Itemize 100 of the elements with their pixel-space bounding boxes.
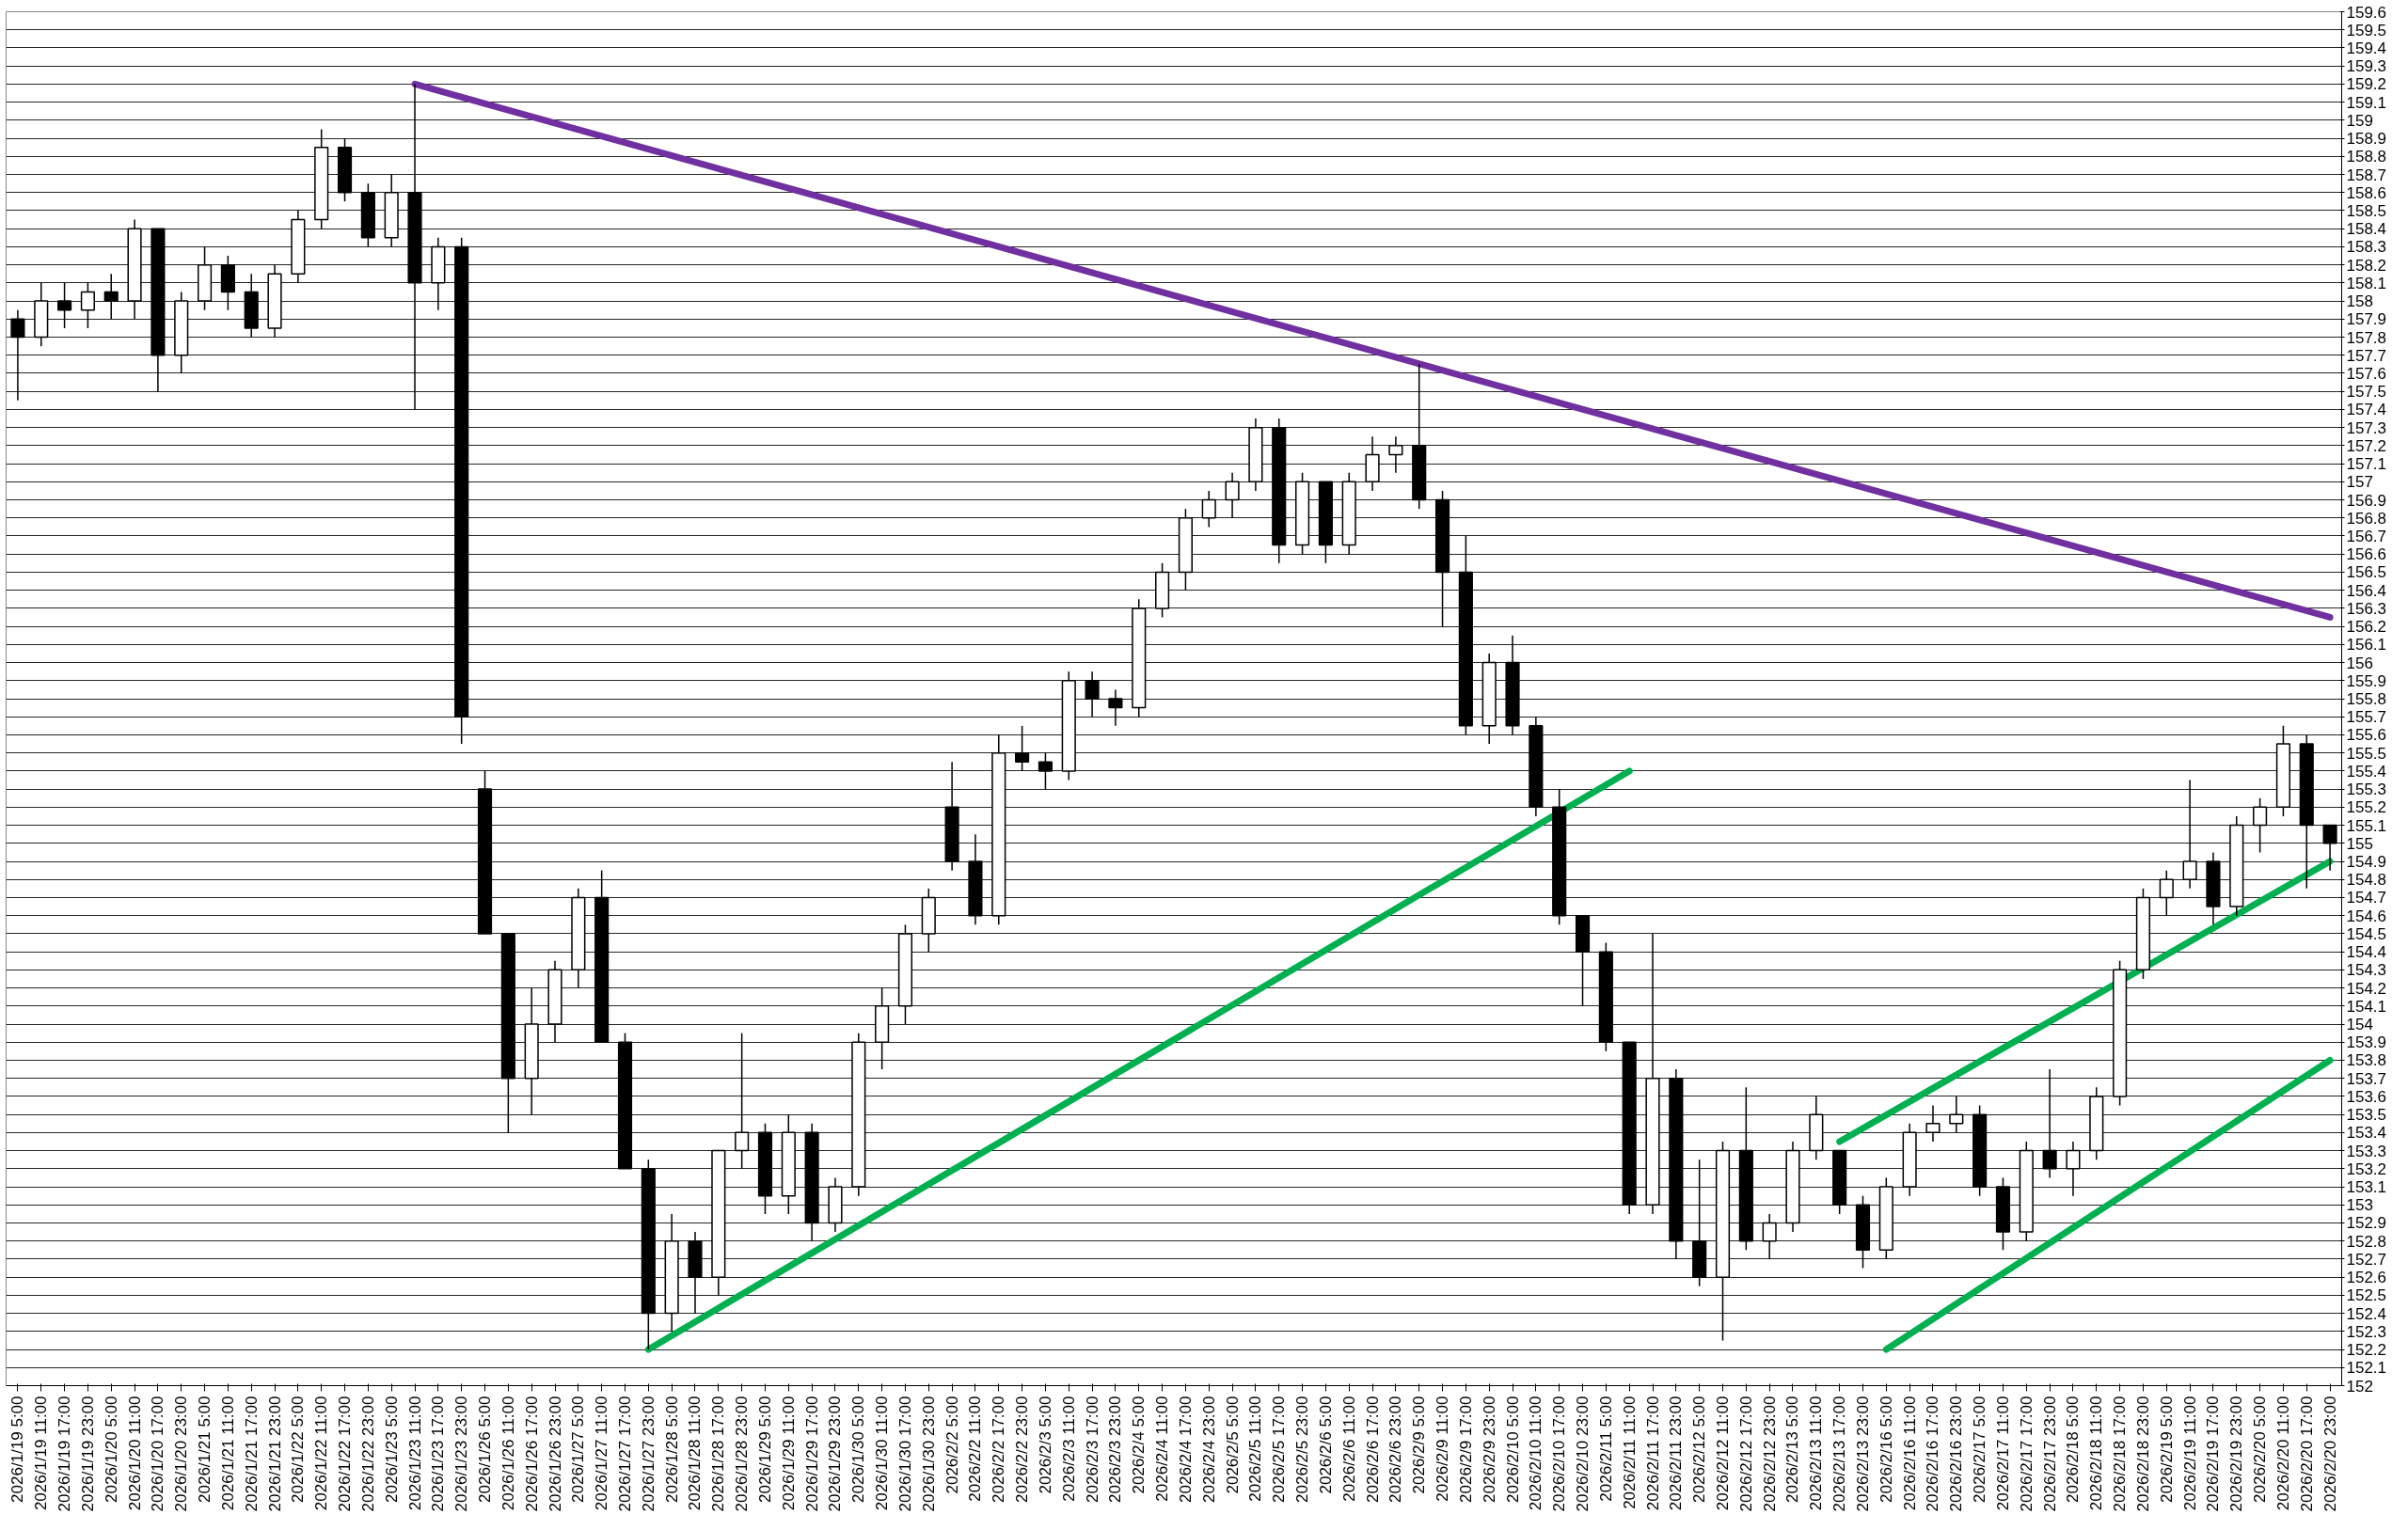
y-tick-label: 159.1 <box>2346 93 2387 112</box>
x-tick-label: 2026/2/3 11:00 <box>1059 1396 1078 1502</box>
x-tick-label: 2026/2/2 11:00 <box>966 1396 985 1502</box>
y-tick-label: 157.1 <box>2346 455 2387 474</box>
y-tick-label: 153 <box>2346 1196 2373 1215</box>
x-tick-label: 2026/2/2 17:00 <box>990 1396 1008 1503</box>
x-tick-label: 2026/1/26 11:00 <box>499 1396 517 1511</box>
x-tick-label: 2026/1/28 23:00 <box>733 1396 752 1512</box>
y-tick-label: 154.3 <box>2346 961 2387 980</box>
y-tick-label: 152.6 <box>2346 1269 2387 1287</box>
x-tick-label: 2026/1/27 23:00 <box>639 1396 657 1512</box>
x-tick-label: 2026/2/2 5:00 <box>943 1396 961 1494</box>
x-tick-label: 2026/2/5 5:00 <box>1223 1396 1242 1494</box>
y-tick-label: 154.9 <box>2346 853 2387 872</box>
y-tick-label: 157.4 <box>2346 401 2387 419</box>
candlestick <box>1925 1104 1941 1143</box>
y-tick-label: 158.8 <box>2346 148 2387 166</box>
x-tick-label: 2026/1/27 17:00 <box>615 1396 634 1512</box>
y-tick-label: 156.1 <box>2346 636 2387 655</box>
y-tick-label: 158.6 <box>2346 183 2387 202</box>
x-tick-label: 2026/2/20 17:00 <box>2297 1396 2316 1512</box>
y-tick-label: 157.9 <box>2346 310 2387 329</box>
x-tick-label: 2026/2/16 17:00 <box>1924 1396 1942 1512</box>
x-tick-label: 2026/2/5 11:00 <box>1246 1396 1265 1502</box>
y-tick-label: 158.1 <box>2346 274 2387 292</box>
candlestick <box>1388 435 1403 474</box>
y-tick-label: 156.3 <box>2346 599 2387 618</box>
y-tick-label: 153.3 <box>2346 1142 2387 1160</box>
y-tick-label: 158.9 <box>2346 130 2387 149</box>
y-tick-label: 152.7 <box>2346 1250 2387 1269</box>
x-tick-label: 2026/2/11 11:00 <box>1620 1396 1639 1509</box>
y-tick-label: 156.5 <box>2346 563 2387 582</box>
x-tick-label: 2026/2/20 23:00 <box>2321 1396 2339 1512</box>
x-tick-label: 2026/1/23 17:00 <box>429 1396 448 1512</box>
x-tick-label: 2026/2/13 5:00 <box>1783 1396 1802 1503</box>
x-tick-label: 2026/2/18 17:00 <box>2111 1396 2130 1512</box>
y-tick-label: 158.4 <box>2346 220 2387 239</box>
x-tick-label: 2026/1/21 11:00 <box>218 1396 237 1511</box>
y-tick-label: 155.5 <box>2346 744 2387 763</box>
candlestick <box>1225 471 1240 519</box>
x-tick-label: 2026/2/20 11:00 <box>2273 1396 2292 1511</box>
x-tick-label: 2026/2/9 23:00 <box>1480 1396 1498 1503</box>
candlestick <box>735 1032 750 1170</box>
x-tick-label: 2026/2/6 17:00 <box>1363 1396 1382 1503</box>
y-tick-label: 152 <box>2346 1377 2373 1396</box>
y-tick-label: 155.1 <box>2346 816 2387 835</box>
y-tick-label: 154.8 <box>2346 871 2387 890</box>
x-tick-label: 2026/2/19 23:00 <box>2227 1396 2246 1512</box>
x-tick-label: 2026/1/22 23:00 <box>358 1396 377 1512</box>
x-tick-label: 2026/1/27 5:00 <box>569 1396 588 1503</box>
x-tick-label: 2026/2/18 11:00 <box>2087 1396 2106 1511</box>
x-tick-label: 2026/1/29 23:00 <box>826 1396 845 1512</box>
y-tick-label: 154.4 <box>2346 943 2387 962</box>
y-tick-label: 154.2 <box>2346 979 2387 998</box>
y-tick-label: 152.2 <box>2346 1341 2387 1360</box>
x-tick-label: 2026/1/30 5:00 <box>849 1396 868 1503</box>
x-tick-label: 2026/2/12 11:00 <box>1714 1396 1733 1511</box>
x-tick-label: 2026/2/9 17:00 <box>1456 1396 1475 1503</box>
x-tick-label: 2026/1/23 11:00 <box>405 1396 424 1511</box>
y-tick-label: 157.5 <box>2346 383 2387 402</box>
y-tick-label: 153.1 <box>2346 1178 2387 1197</box>
y-tick-label: 155.6 <box>2346 726 2387 745</box>
x-tick-label: 2026/1/30 11:00 <box>873 1396 892 1511</box>
y-tick-label: 159 <box>2346 111 2373 130</box>
y-tick-label: 157 <box>2346 473 2373 492</box>
x-tick-label: 2026/2/3 5:00 <box>1036 1396 1054 1494</box>
x-tick-label: 2026/1/23 23:00 <box>452 1396 471 1512</box>
y-tick-label: 152.4 <box>2346 1304 2387 1323</box>
candlestick <box>103 273 119 321</box>
y-tick-label: 159.3 <box>2346 57 2387 76</box>
y-tick-label: 157.6 <box>2346 364 2387 383</box>
y-tick-label: 157.2 <box>2346 436 2387 455</box>
x-tick-label: 2026/1/23 5:00 <box>382 1396 401 1503</box>
y-tick-label: 154.1 <box>2346 997 2387 1016</box>
x-tick-label: 2026/2/6 5:00 <box>1316 1396 1335 1494</box>
y-tick-label: 154 <box>2346 1016 2373 1034</box>
x-tick-label: 2026/2/17 17:00 <box>2017 1396 2036 1512</box>
y-tick-label: 156.2 <box>2346 618 2387 637</box>
x-tick-label: 2026/1/22 17:00 <box>336 1396 355 1512</box>
candlestick <box>1085 670 1100 718</box>
x-tick-label: 2026/2/2 23:00 <box>1013 1396 1032 1503</box>
y-tick-label: 155.7 <box>2346 708 2387 727</box>
candlestick <box>1762 1213 1777 1260</box>
x-tick-label: 2026/2/19 5:00 <box>2157 1396 2176 1503</box>
x-tick-label: 2026/1/29 5:00 <box>755 1396 774 1503</box>
x-tick-label: 2026/2/18 5:00 <box>2064 1396 2083 1503</box>
x-tick-label: 2026/2/6 11:00 <box>1339 1396 1358 1502</box>
y-tick-label: 159.2 <box>2346 75 2387 94</box>
x-tick-label: 2026/2/20 5:00 <box>2251 1396 2270 1503</box>
candlestick <box>2253 797 2268 854</box>
x-tick-label: 2026/2/17 23:00 <box>2040 1396 2059 1512</box>
candlestick <box>10 308 25 402</box>
y-tick-label: 159.5 <box>2346 21 2387 39</box>
y-tick-label: 152.3 <box>2346 1322 2387 1341</box>
x-tick-label: 2026/2/16 23:00 <box>1947 1396 1966 1512</box>
x-tick-label: 2026/2/11 5:00 <box>1596 1396 1615 1502</box>
y-tick-label: 159.6 <box>2346 3 2387 22</box>
x-tick-label: 2026/1/29 11:00 <box>779 1396 798 1511</box>
y-tick-label: 158.7 <box>2346 166 2387 184</box>
x-tick-label: 2026/1/20 23:00 <box>172 1396 191 1512</box>
